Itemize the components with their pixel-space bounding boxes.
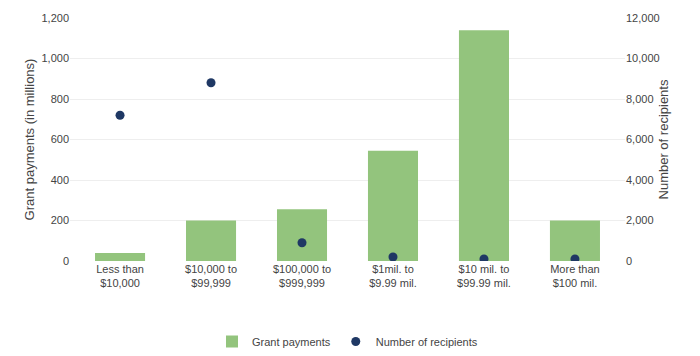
svg-text:Grant payments: Grant payments bbox=[252, 336, 331, 348]
svg-text:400: 400 bbox=[51, 174, 69, 186]
svg-text:8,000: 8,000 bbox=[626, 93, 654, 105]
svg-text:More than$100 mil.: More than$100 mil. bbox=[550, 263, 600, 289]
svg-text:$10,000 to$99,999: $10,000 to$99,999 bbox=[185, 263, 237, 289]
svg-text:10,000: 10,000 bbox=[626, 52, 660, 64]
svg-text:$10 mil. to$99.99 mil.: $10 mil. to$99.99 mil. bbox=[457, 263, 511, 289]
svg-text:$1mil. to$9.99 mil.: $1mil. to$9.99 mil. bbox=[369, 263, 417, 289]
svg-text:$100,000 to$999,999: $100,000 to$999,999 bbox=[273, 263, 331, 289]
svg-text:0: 0 bbox=[63, 255, 69, 267]
svg-text:0: 0 bbox=[626, 255, 632, 267]
svg-text:800: 800 bbox=[51, 93, 69, 105]
svg-text:6,000: 6,000 bbox=[626, 133, 654, 145]
svg-text:200: 200 bbox=[51, 214, 69, 226]
svg-text:Number of recipients: Number of recipients bbox=[376, 336, 478, 348]
svg-text:Number of recipients: Number of recipients bbox=[656, 79, 671, 199]
svg-text:1,200: 1,200 bbox=[41, 12, 69, 24]
svg-text:Grant payments (in millions): Grant payments (in millions) bbox=[22, 59, 37, 221]
svg-text:600: 600 bbox=[51, 133, 69, 145]
svg-text:4,000: 4,000 bbox=[626, 174, 654, 186]
svg-text:Less than$10,000: Less than$10,000 bbox=[96, 263, 144, 289]
svg-text:12,000: 12,000 bbox=[626, 12, 660, 24]
svg-text:1,000: 1,000 bbox=[41, 52, 69, 64]
svg-text:2,000: 2,000 bbox=[626, 214, 654, 226]
